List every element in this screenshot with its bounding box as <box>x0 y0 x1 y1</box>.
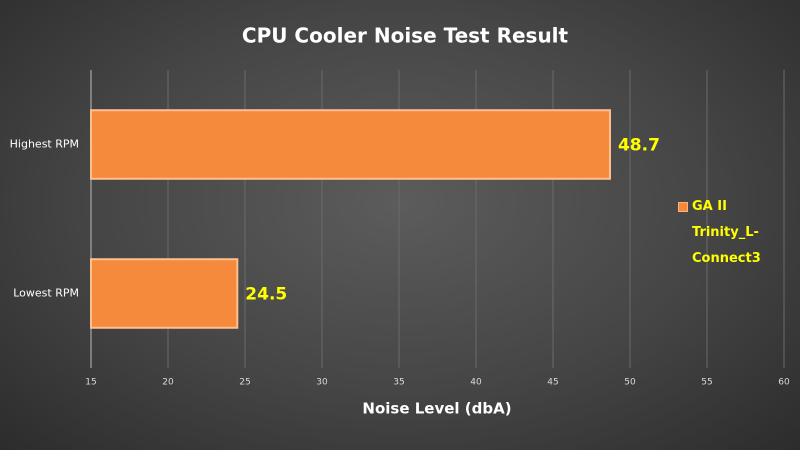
bar <box>90 109 611 180</box>
legend-label: GA II Trinity_L-Connect3 <box>692 199 761 266</box>
y-tick-label: Highest RPM <box>10 138 79 151</box>
chart-title: CPU Cooler Noise Test Result <box>242 24 569 48</box>
x-axis-title: Noise Level (dbA) <box>362 400 511 418</box>
x-tick-label: 25 <box>239 378 250 388</box>
x-tick-label: 40 <box>470 378 482 388</box>
legend: GA II Trinity_L-Connect3 <box>678 194 782 272</box>
data-label: 48.7 <box>618 136 660 156</box>
x-tick-label: 35 <box>393 378 404 388</box>
x-tick-label: 30 <box>316 378 328 388</box>
x-tick-label: 15 <box>85 378 96 388</box>
x-tick-label: 60 <box>778 378 790 388</box>
y-tick-label: Lowest RPM <box>13 287 79 300</box>
x-tick-label: 20 <box>162 378 174 388</box>
x-tick-label: 45 <box>547 378 558 388</box>
x-tick-label: 50 <box>624 378 636 388</box>
bar <box>90 258 239 329</box>
data-label: 24.5 <box>245 285 287 305</box>
legend-key <box>678 202 688 212</box>
x-tick-label: 55 <box>701 378 712 388</box>
